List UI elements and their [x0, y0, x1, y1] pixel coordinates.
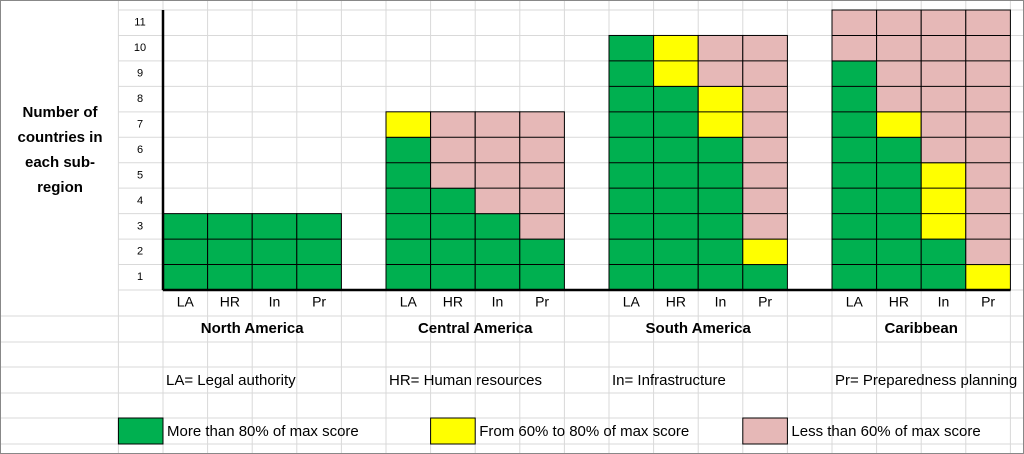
y-tick-label: 7	[137, 118, 143, 130]
legend-swatch	[742, 417, 788, 445]
cell-stack	[251, 213, 298, 291]
x-tick-label: Pr	[312, 294, 326, 310]
cell-stack	[965, 264, 1011, 291]
legend-swatch	[117, 417, 164, 445]
x-tick-label: HR	[666, 294, 686, 310]
y-tick-label: 8	[137, 93, 143, 105]
y-tick-label: 3	[137, 220, 143, 232]
cell-stack	[742, 264, 788, 291]
cell-stack	[831, 60, 878, 291]
y-tick-label: 5	[137, 169, 143, 181]
x-tick-label: HR	[889, 294, 909, 310]
key-text: LA= Legal authority	[166, 372, 296, 389]
cell-stack	[742, 238, 788, 266]
y-tick-label: 4	[137, 195, 143, 207]
key-text: Pr= Preparedness planning	[835, 372, 1017, 389]
x-tick-label: LA	[846, 294, 864, 310]
cell-stack	[207, 213, 253, 291]
x-tick-label: Pr	[535, 294, 549, 310]
y-tick-label: 6	[137, 144, 143, 156]
x-tick-label: HR	[443, 294, 463, 310]
y-axis-label: countries in	[17, 129, 102, 146]
y-tick-label: 1	[137, 271, 143, 283]
key-text: HR= Human resources	[389, 372, 542, 389]
x-tick-label: In	[938, 294, 950, 310]
y-tick-label: 2	[137, 246, 143, 258]
x-tick-label: HR	[220, 294, 240, 310]
x-tick-label: LA	[400, 294, 418, 310]
legend-label: From 60% to 80% of max score	[479, 423, 689, 440]
y-tick-label: 9	[137, 68, 143, 80]
x-tick-label: In	[715, 294, 727, 310]
x-tick-label: In	[269, 294, 281, 310]
x-tick-label: Pr	[981, 294, 995, 310]
y-axis-label: region	[37, 179, 83, 196]
cell-stack	[162, 213, 209, 291]
legend-label: Less than 60% of max score	[791, 423, 980, 440]
legend-label: More than 80% of max score	[167, 423, 359, 440]
cell-stack	[920, 162, 967, 240]
group-label: Caribbean	[885, 320, 958, 337]
y-tick-label: 11	[134, 17, 145, 29]
legend-swatch	[430, 417, 476, 445]
cell-stack	[474, 213, 521, 291]
group-label: Central America	[418, 320, 533, 337]
group-label: South America	[646, 320, 752, 337]
x-tick-label: LA	[177, 294, 195, 310]
y-axis-label: Number of	[23, 104, 99, 121]
cell-stack	[385, 111, 432, 138]
cell-stack	[519, 111, 565, 240]
cell-stack	[296, 213, 342, 291]
group-label: North America	[201, 320, 304, 337]
y-tick-label: 10	[134, 42, 146, 54]
x-tick-label: Pr	[758, 294, 772, 310]
cell-stack	[876, 111, 922, 138]
x-tick-label: LA	[623, 294, 641, 310]
cell-stack	[430, 111, 476, 189]
y-axis-label: each sub-	[25, 154, 95, 171]
x-tick-label: In	[492, 294, 504, 310]
key-text: In= Infrastructure	[612, 372, 726, 389]
